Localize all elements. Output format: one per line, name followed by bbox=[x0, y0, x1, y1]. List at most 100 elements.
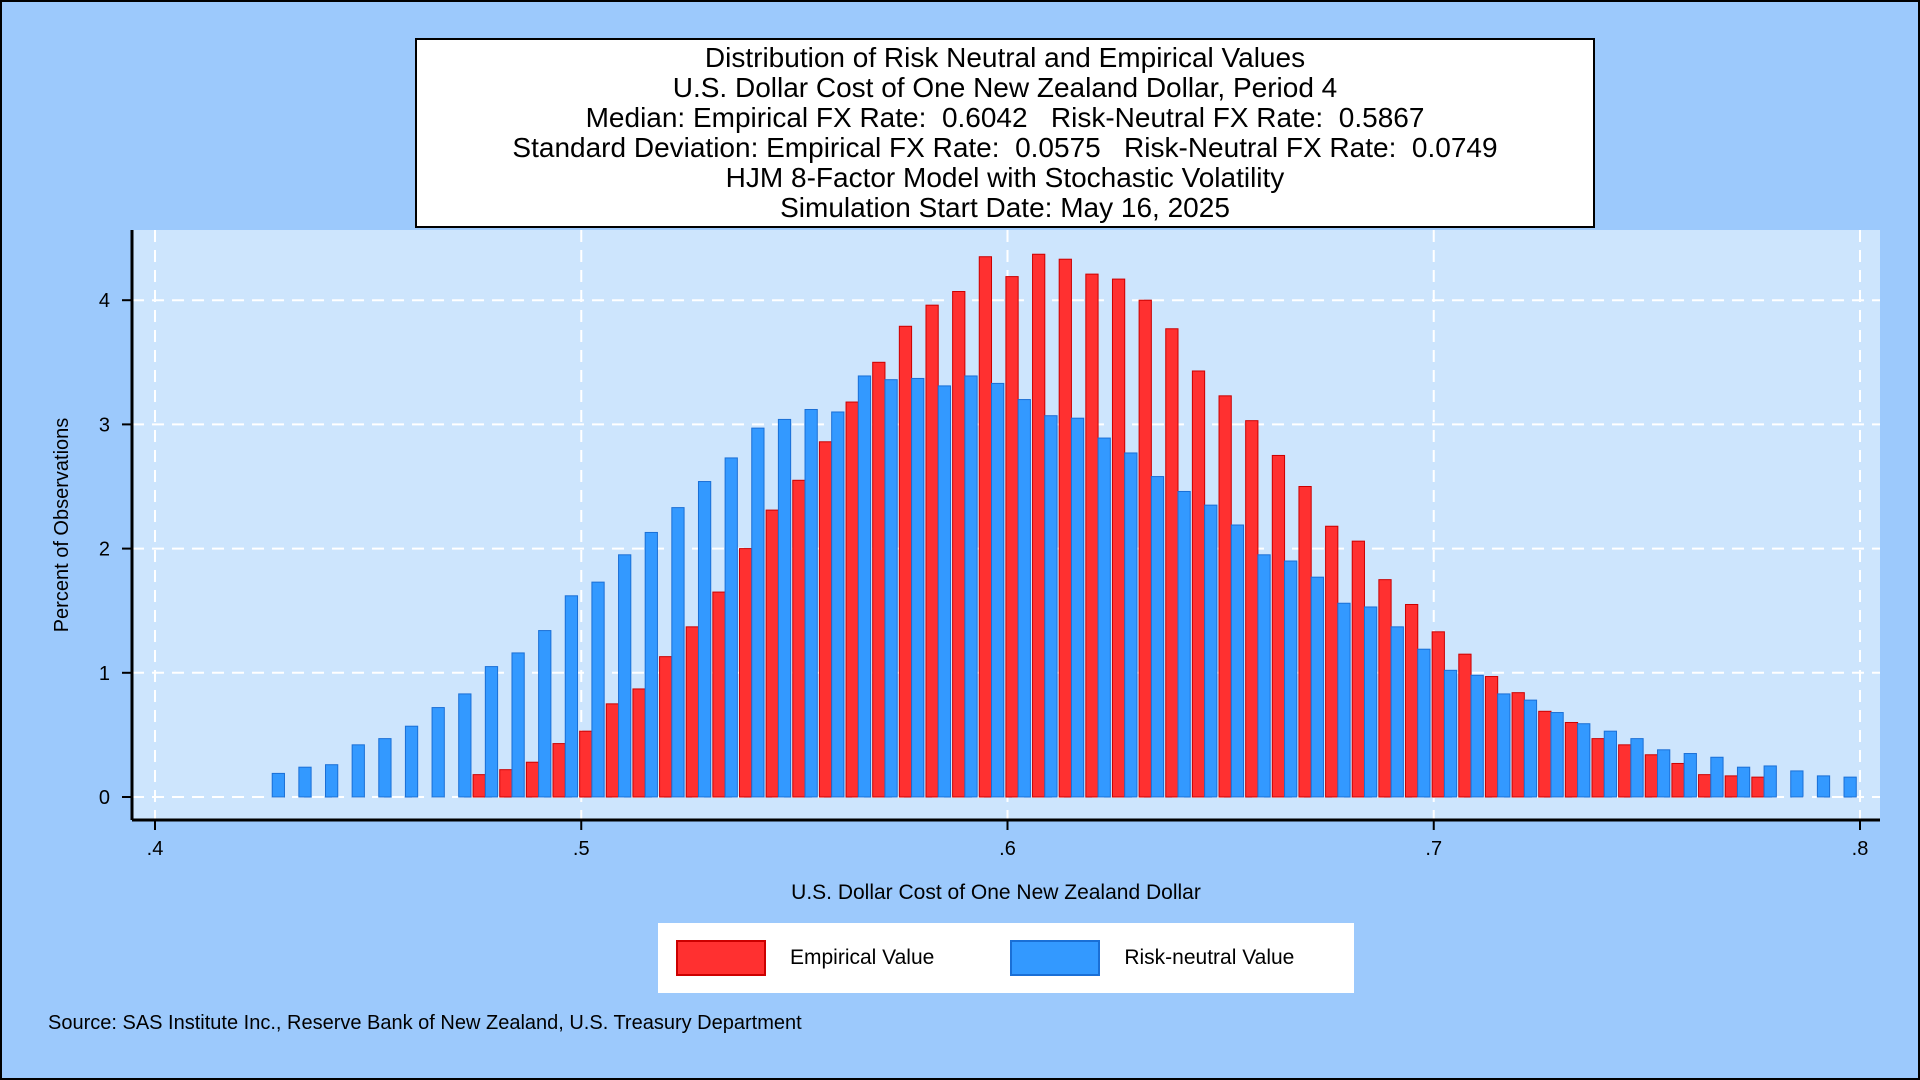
bar-risk-neutral bbox=[1257, 554, 1271, 798]
bar-empirical bbox=[1484, 676, 1499, 798]
bar-empirical bbox=[1618, 744, 1632, 798]
y-tick-label: 4 bbox=[99, 290, 110, 312]
bar-empirical bbox=[738, 548, 753, 798]
bar-empirical bbox=[1111, 278, 1126, 798]
bar-risk-neutral bbox=[937, 385, 951, 798]
bar-empirical bbox=[765, 509, 779, 798]
bar-empirical bbox=[1191, 370, 1206, 798]
bar-empirical bbox=[1138, 299, 1152, 798]
bar-empirical bbox=[1698, 774, 1712, 798]
bar-empirical bbox=[1724, 775, 1738, 798]
bar-risk-neutral bbox=[884, 379, 898, 798]
bar-empirical bbox=[579, 730, 593, 798]
bar-risk-neutral bbox=[618, 554, 632, 798]
bar-empirical bbox=[472, 774, 486, 798]
bar-risk-neutral bbox=[1443, 669, 1458, 798]
legend-label-empirical: Empirical Value bbox=[790, 946, 935, 969]
bar-risk-neutral bbox=[1124, 452, 1138, 798]
bar-risk-neutral bbox=[511, 652, 525, 798]
bar-empirical bbox=[1351, 540, 1365, 798]
bar-empirical bbox=[1511, 692, 1525, 798]
bar-risk-neutral bbox=[804, 408, 818, 798]
bar-risk-neutral bbox=[351, 744, 365, 798]
title-line-2: U.S. Dollar Cost of One New Zealand Doll… bbox=[672, 72, 1338, 103]
bar-empirical bbox=[1378, 579, 1392, 798]
legend-item-empirical: Empirical Value bbox=[676, 940, 934, 976]
bar-empirical bbox=[1058, 258, 1072, 798]
legend-swatch-empirical bbox=[676, 940, 766, 976]
bar-empirical bbox=[1085, 273, 1099, 798]
bar-risk-neutral bbox=[911, 377, 925, 798]
bar-empirical bbox=[1751, 776, 1765, 798]
bar-risk-neutral bbox=[1230, 524, 1245, 798]
bar-empirical bbox=[1405, 603, 1419, 798]
bar-risk-neutral bbox=[1657, 749, 1671, 798]
title-line-5: HJM 8-Factor Model with Stochastic Volat… bbox=[725, 162, 1285, 193]
bar-risk-neutral bbox=[1017, 399, 1031, 798]
bar-empirical bbox=[792, 479, 806, 798]
bar-risk-neutral bbox=[1710, 756, 1724, 798]
title-line-1: Distribution of Risk Neutral and Empiric… bbox=[704, 42, 1306, 73]
bar-risk-neutral bbox=[697, 481, 712, 798]
bar-empirical bbox=[1458, 653, 1472, 798]
bar-risk-neutral bbox=[1550, 712, 1564, 798]
bar-risk-neutral bbox=[1204, 504, 1218, 798]
bar-risk-neutral bbox=[271, 772, 285, 798]
bar-risk-neutral bbox=[1470, 674, 1484, 798]
bar-empirical bbox=[712, 591, 726, 798]
bar-empirical bbox=[1325, 525, 1339, 798]
bar-empirical bbox=[632, 688, 646, 798]
bar-risk-neutral bbox=[831, 411, 845, 798]
bar-risk-neutral bbox=[1337, 602, 1351, 798]
bar-empirical bbox=[1245, 420, 1259, 798]
bar-empirical bbox=[1671, 762, 1685, 798]
bar-risk-neutral bbox=[1630, 738, 1644, 798]
bar-risk-neutral bbox=[431, 707, 445, 798]
axes: 0 1 2 3 4 .4 .5 .6 .7 .8 bbox=[99, 230, 1880, 860]
bar-risk-neutral bbox=[484, 666, 499, 798]
bar-risk-neutral bbox=[1363, 606, 1378, 798]
bar-risk-neutral bbox=[1284, 560, 1298, 798]
y-tick-label: 0 bbox=[99, 787, 110, 809]
bar-empirical bbox=[898, 325, 913, 798]
bar-risk-neutral bbox=[1523, 699, 1538, 798]
bar-risk-neutral bbox=[1070, 417, 1085, 798]
x-axis-label: U.S. Dollar Cost of One New Zealand Doll… bbox=[791, 881, 1201, 904]
bar-empirical bbox=[1165, 328, 1179, 798]
legend-item-risk-neutral: Risk-neutral Value bbox=[1010, 940, 1294, 976]
bar-risk-neutral bbox=[458, 693, 472, 798]
legend-label-risk-neutral: Risk-neutral Value bbox=[1124, 946, 1295, 969]
bar-risk-neutral bbox=[964, 375, 978, 798]
bar-empirical bbox=[605, 703, 620, 798]
y-tick-label: 1 bbox=[99, 663, 110, 685]
bar-risk-neutral bbox=[325, 764, 339, 798]
bar-empirical bbox=[1005, 276, 1019, 798]
bars bbox=[271, 253, 1857, 798]
x-tick-label: .8 bbox=[1852, 838, 1869, 860]
bar-empirical bbox=[818, 441, 833, 798]
bar-risk-neutral bbox=[777, 418, 792, 798]
bar-empirical bbox=[1298, 486, 1312, 798]
bar-risk-neutral bbox=[591, 581, 605, 798]
bar-empirical bbox=[1032, 253, 1046, 798]
bar-empirical bbox=[925, 304, 939, 798]
bar-risk-neutral bbox=[1790, 770, 1804, 798]
bar-empirical bbox=[1644, 754, 1659, 798]
title-line-6: Simulation Start Date: May 16, 2025 bbox=[780, 192, 1230, 223]
bar-risk-neutral bbox=[724, 457, 738, 798]
bar-risk-neutral bbox=[857, 375, 872, 798]
bar-empirical bbox=[659, 656, 673, 798]
bar-risk-neutral bbox=[1843, 776, 1857, 798]
bar-risk-neutral bbox=[1417, 648, 1431, 798]
y-tick-label: 2 bbox=[99, 539, 110, 561]
bar-empirical bbox=[552, 743, 566, 798]
bar-risk-neutral bbox=[1577, 723, 1591, 798]
legend-swatch-risk-neutral bbox=[1010, 940, 1101, 976]
bar-empirical bbox=[1431, 631, 1445, 798]
x-tick-label: .4 bbox=[147, 838, 164, 860]
bar-risk-neutral bbox=[644, 531, 658, 798]
bar-risk-neutral bbox=[298, 766, 312, 798]
bar-risk-neutral bbox=[1044, 415, 1058, 798]
bar-risk-neutral bbox=[1150, 476, 1165, 798]
